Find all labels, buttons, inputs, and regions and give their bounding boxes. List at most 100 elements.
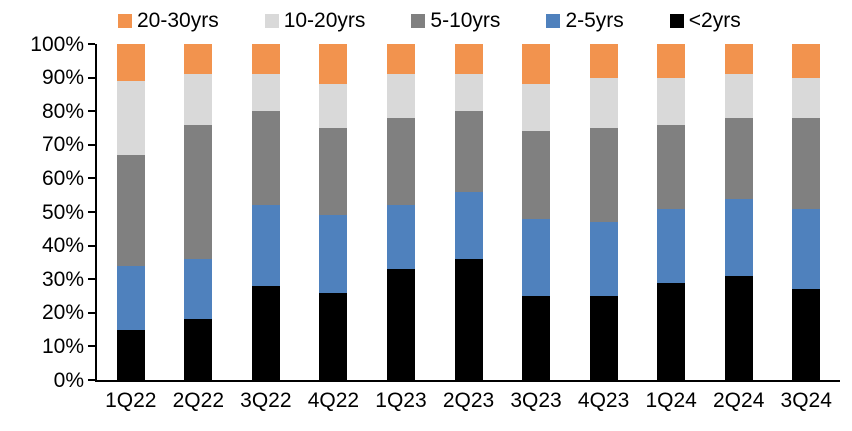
y-axis-label-30: 30% <box>41 267 84 291</box>
y-axis-label-100: 100% <box>30 32 84 56</box>
bar-segment-1q24-2-5yrs <box>657 208 686 283</box>
y-axis-tick <box>88 379 95 381</box>
bar-4q22 <box>319 44 348 380</box>
bar-segment-3q24-10-20yrs <box>792 77 821 118</box>
bar-slot-1q22 <box>97 44 165 380</box>
bar-1q24 <box>657 44 686 380</box>
y-axis-tick <box>88 311 95 314</box>
bar-segment-3q23-2yrs <box>522 295 551 380</box>
x-axis-label-2q24: 2Q24 <box>713 389 765 412</box>
y-axis-label-80: 80% <box>41 99 84 123</box>
bar-2q24 <box>724 44 753 380</box>
legend-label-10-20yrs: 10-20yrs <box>283 9 366 32</box>
y-axis-label-60: 60% <box>41 166 84 190</box>
bar-slot-4q23 <box>570 44 638 380</box>
bar-segment-2q22-5-10yrs <box>184 124 213 260</box>
bar-segment-1q24-2yrs <box>657 282 686 380</box>
y-axis-tick <box>88 244 95 247</box>
bar-segment-2q23-2-5yrs <box>454 191 483 259</box>
x-axis-label-1q24: 1Q24 <box>645 389 697 412</box>
bar-slot-2q24 <box>705 44 773 380</box>
bar-3q23 <box>522 44 551 380</box>
x-axis-labels: 1Q22 2Q22 3Q22 4Q22 1Q23 2Q23 3Q23 4Q23 1Q24 2Q24… <box>97 389 840 413</box>
x-axis-label-3q23: 3Q23 <box>510 389 562 412</box>
bar-segment-2q24-10-20yrs <box>724 74 753 118</box>
x-axis-label-3q24: 3Q24 <box>780 389 832 412</box>
bar-segment-3q23-2-5yrs <box>522 218 551 296</box>
legend-item-20-30yrs: 20-30yrs <box>118 10 219 32</box>
bar-segment-1q23-5-10yrs <box>386 117 415 206</box>
bar-segment-2q24-2-5yrs <box>724 198 753 276</box>
chart-legend: 20-30yrs 10-20yrs 5-10yrs 2-5yrs <2yrs <box>118 10 741 32</box>
bar-segment-1q23-2-5yrs <box>386 205 415 270</box>
bar-slot-3q23 <box>502 44 570 380</box>
bar-segment-3q24-2-5yrs <box>792 208 821 290</box>
bar-segment-3q24-2yrs <box>792 289 821 380</box>
x-axis-label-3q22: 3Q22 <box>240 389 292 412</box>
bar-segment-4q22-2yrs <box>319 292 348 380</box>
y-axis-label-20: 20% <box>41 301 84 325</box>
y-axis-label-10: 10% <box>41 334 84 358</box>
bar-segment-3q23-5-10yrs <box>522 131 551 219</box>
bar-3q24 <box>792 44 821 380</box>
legend-item-10-20yrs: 10-20yrs <box>264 9 366 32</box>
y-axis-label-70: 70% <box>41 133 84 157</box>
bar-segment-2q23-5-10yrs <box>454 111 483 192</box>
legend-label-5-10yrs: 5-10yrs <box>430 9 501 32</box>
bar-segment-2q24-20-30yrs <box>724 44 753 75</box>
bar-segment-3q23-10-20yrs <box>522 84 551 132</box>
bar-segment-4q22-10-20yrs <box>319 84 348 128</box>
legend-label-2-5yrs: 2-5yrs <box>565 9 624 32</box>
bar-segment-3q22-20-30yrs <box>251 44 280 75</box>
bar-segment-3q24-5-10yrs <box>792 117 821 209</box>
y-axis-label-40: 40% <box>41 234 84 258</box>
bar-segment-2q22-20-30yrs <box>184 44 213 75</box>
bar-segment-4q22-20-30yrs <box>319 44 348 85</box>
bar-1q23 <box>386 44 415 380</box>
plot-area <box>95 44 840 382</box>
bar-segment-3q22-5-10yrs <box>251 111 280 206</box>
bar-segment-2q22-10-20yrs <box>184 74 213 125</box>
bar-segment-1q23-2yrs <box>386 269 415 380</box>
bar-segment-3q23-20-30yrs <box>522 44 551 85</box>
legend-label-20-30yrs: 20-30yrs <box>137 9 219 32</box>
legend-item-2-5yrs: 2-5yrs <box>546 9 624 32</box>
bar-segment-2q23-10-20yrs <box>454 74 483 112</box>
y-axis-tick <box>88 76 95 79</box>
bar-segment-4q22-2-5yrs <box>319 215 348 293</box>
bar-segment-1q22-2yrs <box>116 329 145 380</box>
bar-segment-1q23-20-30yrs <box>386 44 415 75</box>
bar-segment-4q23-20-30yrs <box>589 44 618 78</box>
x-axis-label-1q22: 1Q22 <box>105 389 157 412</box>
bar-segment-4q23-10-20yrs <box>589 77 618 128</box>
bar-slot-1q23 <box>367 44 435 380</box>
y-axis-tick <box>88 345 95 348</box>
legend-swatch-icon-5-10yrs <box>411 14 426 28</box>
y-axis-label-0: 0% <box>53 368 84 392</box>
y-axis-tick <box>88 43 95 45</box>
bar-2q23 <box>454 44 483 380</box>
legend-label-2yrs: <2yrs <box>688 9 741 32</box>
bar-4q23 <box>589 44 618 380</box>
bar-2q22 <box>184 44 213 380</box>
bar-segment-2q24-5-10yrs <box>724 117 753 199</box>
bar-segment-1q24-20-30yrs <box>657 44 686 78</box>
bar-segment-4q22-5-10yrs <box>319 127 348 216</box>
legend-swatch-icon-2-5yrs <box>546 14 561 28</box>
x-axis-label-4q23: 4Q23 <box>577 389 630 412</box>
x-axis-label-4q22: 4Q22 <box>307 389 360 412</box>
bar-segment-1q22-5-10yrs <box>116 154 145 266</box>
bar-segment-2q22-2-5yrs <box>184 259 213 320</box>
bar-segment-4q23-2-5yrs <box>589 222 618 296</box>
bar-segment-1q24-5-10yrs <box>657 124 686 209</box>
bar-segment-1q22-2-5yrs <box>116 265 145 330</box>
bar-1q22 <box>116 44 145 380</box>
bar-segment-1q22-20-30yrs <box>116 44 145 81</box>
bar-segment-1q24-10-20yrs <box>657 77 686 125</box>
bar-segment-3q22-2-5yrs <box>251 205 280 286</box>
y-axis-label-90: 90% <box>41 66 84 90</box>
bar-slot-2q22 <box>165 44 233 380</box>
bar-segment-2q23-2yrs <box>454 259 483 380</box>
bar-segment-4q23-5-10yrs <box>589 127 618 223</box>
bars-container <box>97 44 840 380</box>
